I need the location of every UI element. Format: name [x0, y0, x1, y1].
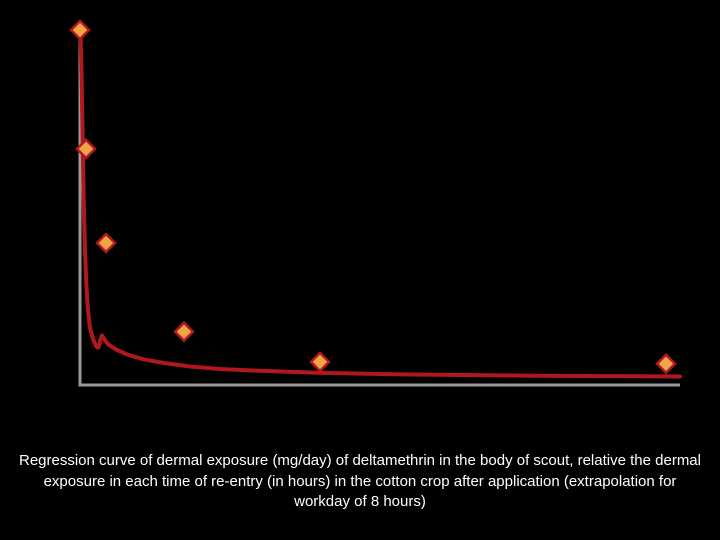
chart-caption: Regression curve of dermal exposure (mg/…	[14, 451, 706, 512]
data-marker	[71, 21, 89, 39]
axes	[80, 30, 680, 385]
data-marker	[175, 323, 193, 341]
data-marker	[657, 355, 675, 373]
data-marker	[311, 353, 329, 371]
data-marker	[97, 234, 115, 252]
regression-curve	[80, 30, 680, 376]
